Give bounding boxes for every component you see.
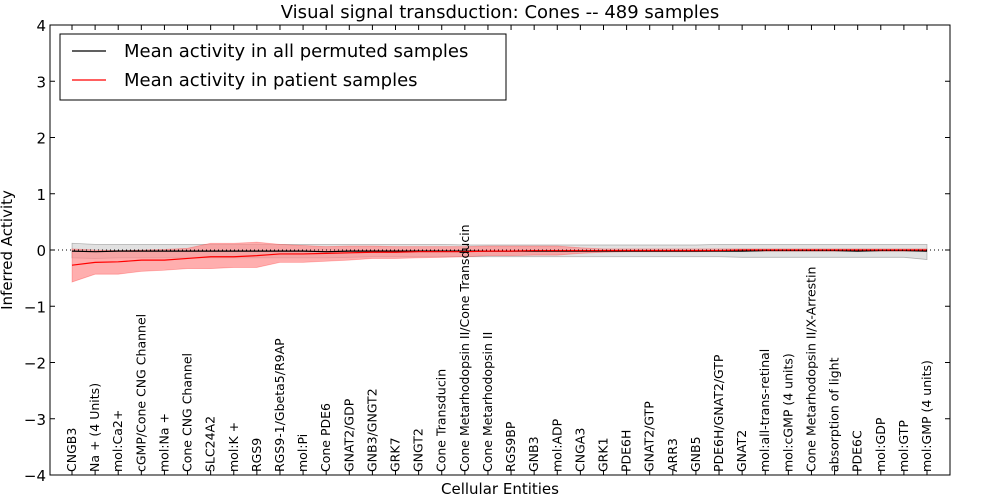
x-tick-label: CNGA3	[572, 428, 587, 472]
x-tick-label: Cone Metarhodopsin II/X-Arrestin	[803, 267, 818, 472]
y-tick-label: 1	[36, 186, 46, 204]
x-tick-label: CNGB3	[64, 428, 79, 472]
y-axis-label: Inferred Activity	[0, 190, 16, 310]
x-tick-label: GNGT2	[411, 428, 426, 472]
y-tick-label: −1	[24, 298, 46, 316]
chart-title: Visual signal transduction: Cones -- 489…	[281, 2, 719, 23]
x-tick-label: Na + (4 Units)	[87, 383, 102, 472]
x-tick-label: mol:all-trans-retinal	[757, 349, 772, 472]
x-tick-label: mol:GTP	[896, 420, 911, 472]
x-tick-label: Cone Metarhodopsin II/Cone Transducin	[457, 224, 472, 472]
x-tick-label: Cone Transducin	[434, 369, 449, 472]
x-tick-label: mol:ADP	[549, 418, 564, 472]
x-tick-label: mol:GMP (4 units)	[919, 360, 934, 472]
legend-box	[59, 33, 507, 101]
y-tick-label: 0	[36, 242, 46, 260]
x-tick-label: mol:GDP	[873, 417, 888, 472]
x-tick-label: GNAT2/GDP	[341, 398, 356, 472]
x-tick-label: PDE6H/GNAT2/GTP	[711, 354, 726, 472]
x-axis-tick-labels: CNGB3 Na + (4 Units) mol:Ca2+ cGMP/Cone CNG…	[64, 224, 934, 472]
x-tick-label: mol:K +	[226, 422, 241, 472]
y-tick-label: −4	[24, 467, 46, 485]
x-tick-label: Cone CNG Channel	[180, 353, 195, 472]
x-tick-label: GNAT2	[734, 430, 749, 472]
x-tick-label: GNB3	[526, 436, 541, 472]
x-tick-label: RGS9-1/Gbeta5/R9AP	[272, 338, 287, 472]
x-tick-label: mol:Na +	[156, 413, 171, 472]
y-tick-label: −3	[24, 411, 46, 429]
x-tick-label: GRK1	[595, 437, 610, 472]
confidence-bands	[71, 241, 928, 283]
x-tick-label: PDE6C	[850, 430, 865, 472]
series-lines	[71, 249, 928, 266]
x-tick-label: RGS9	[249, 438, 264, 472]
y-tick-label: 4	[36, 17, 46, 35]
legend: Mean activity in all permuted samples Mea…	[59, 33, 507, 101]
y-tick-label: 3	[36, 73, 46, 91]
series-1-line	[71, 249, 927, 266]
x-tick-label: mol:Pi	[295, 434, 310, 472]
legend-label: Mean activity in all permuted samples	[124, 41, 468, 62]
x-tick-label: absorption of light	[827, 357, 842, 472]
plot-frame	[49, 24, 951, 476]
x-tick-label: ARR3	[665, 438, 680, 472]
x-tick-label: Cone Metarhodopsin II	[480, 332, 495, 472]
legend-label: Mean activity in patient samples	[124, 70, 418, 91]
x-axis-ticks	[71, 25, 928, 475]
x-tick-label: SLC24A2	[203, 416, 218, 472]
x-tick-label: mol:cGMP (4 units)	[780, 353, 795, 472]
x-tick-label: GRK7	[388, 437, 403, 472]
x-tick-label: GNAT2/GTP	[642, 401, 657, 472]
y-tick-label: −2	[24, 355, 46, 373]
x-tick-label: GNB3/GNGT2	[364, 388, 379, 472]
y-tick-label: 2	[36, 130, 46, 148]
y-axis-ticks: 4 3 2 1 0 −1 −2 −3 −4	[24, 17, 950, 485]
x-tick-label: cGMP/Cone CNG Channel	[133, 314, 148, 472]
x-axis-label: Cellular Entities	[441, 480, 559, 498]
x-tick-label: GNB5	[688, 436, 703, 472]
x-tick-label: RGS9BP	[503, 421, 518, 472]
x-tick-label: mol:Ca2+	[110, 410, 125, 472]
x-tick-label: Cone PDE6	[318, 403, 333, 472]
x-tick-label: PDE6H	[619, 430, 634, 472]
